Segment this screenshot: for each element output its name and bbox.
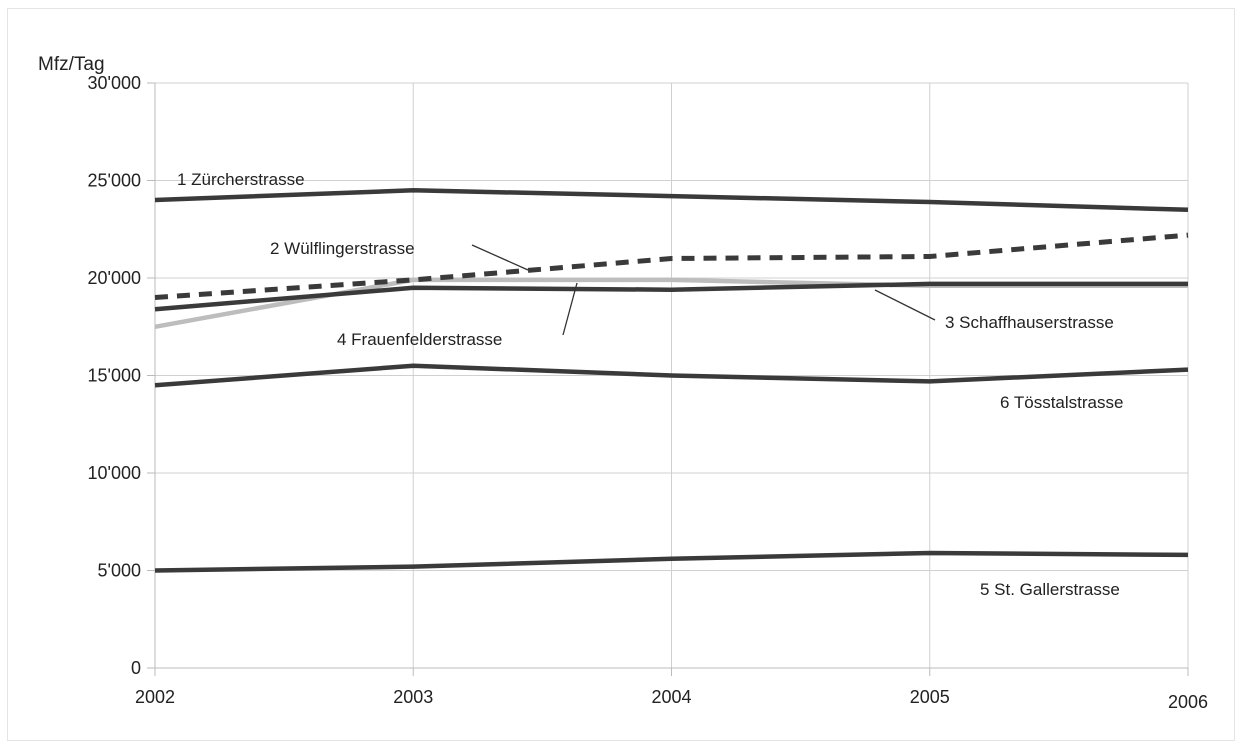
series-label-s1: 1 Zürcherstrasse — [177, 170, 305, 189]
series-line-s3 — [154, 281, 1188, 312]
series-label-s2: 2 Wülflingerstrasse — [270, 239, 415, 258]
x-tick-label: 2002 — [135, 687, 175, 707]
axes: 0 5'000 10'000 15'000 20'000 25'000 30'000 2002… — [88, 73, 1209, 712]
callout-line-s2 — [471, 244, 529, 271]
series-line-s2 — [154, 232, 1189, 300]
series-label-s5: 5 St. Gallerstrasse — [980, 580, 1120, 599]
y-tick-label: 25'000 — [88, 171, 142, 191]
series-line-s1 — [154, 188, 1189, 213]
x-tick-label: 2004 — [651, 687, 691, 707]
grid-lines — [155, 82, 1189, 668]
series-label-s6: 6 Tösstalstrasse — [1000, 393, 1123, 412]
callout-line-s3 — [874, 289, 936, 321]
series-line-s5 — [154, 550, 1189, 573]
y-axis-title: Mfz/Tag — [38, 54, 105, 75]
y-tick-label: 10'000 — [88, 463, 142, 483]
y-tick-label: 15'000 — [88, 366, 142, 386]
callout-line-s4 — [562, 282, 578, 336]
x-tick-label: 2006 — [1168, 692, 1208, 712]
label-callouts — [471, 244, 936, 336]
series-label-s3: 3 Schaffhauserstrasse — [945, 313, 1114, 332]
series-labels: 1 Zürcherstrasse 2 Wülflingerstrasse 3 Sch… — [177, 170, 1123, 599]
x-tick-label: 2003 — [393, 687, 433, 707]
series-line-s6 — [154, 363, 1189, 388]
y-tick-label: 5'000 — [98, 561, 141, 581]
y-tick-label: 20'000 — [88, 268, 142, 288]
series-lines — [154, 188, 1189, 573]
series-label-s4: 4 Frauenfelderstrasse — [337, 330, 502, 349]
chart-frame — [7, 8, 1235, 741]
y-tick-label: 0 — [131, 658, 141, 678]
y-tick-label: 30'000 — [88, 73, 142, 93]
x-tick-label: 2005 — [910, 687, 950, 707]
